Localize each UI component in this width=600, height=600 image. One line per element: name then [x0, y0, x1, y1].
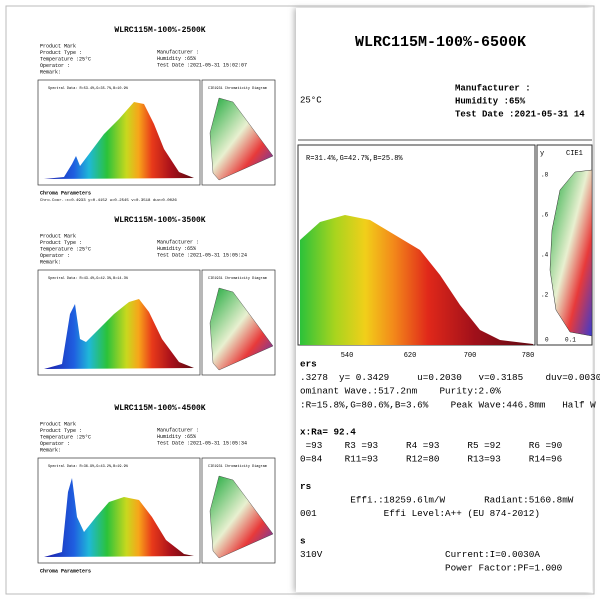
cie-axis: y	[540, 150, 544, 158]
header-right: Test Date :2021-05-31 15:02:07	[157, 62, 247, 68]
cie-label: CIE1	[566, 150, 583, 158]
cie-tick: 0	[545, 337, 549, 344]
cie-label: CIE1931 Chromaticity Diagram	[208, 86, 267, 91]
header-right: Humidity :65%	[455, 96, 526, 106]
plot-label: Spectral Data: R=43.4%,G=42.3%,B=14.3%	[48, 276, 129, 281]
header-left: Remark:	[40, 69, 61, 75]
cie-frame	[201, 269, 276, 376]
header-left: Remark:	[40, 447, 61, 453]
param-line: 001 Effi Level:A++ (EU 874-2012)	[300, 508, 540, 519]
header-right: Manufacturer :	[157, 49, 199, 55]
header-right: Test Date :2021-05-31 14	[455, 109, 585, 119]
footer: Chroma Parameters	[40, 190, 91, 196]
x-tick-label: 620	[404, 352, 417, 360]
header-right: Humidity :65%	[157, 434, 196, 440]
cie-diagram	[209, 97, 274, 181]
large-title: WLRC115M-100%-6500K	[355, 34, 526, 51]
header-right: Manufacturer :	[455, 83, 531, 93]
header-left: 25°C	[300, 95, 322, 105]
x-tick-label: 540	[341, 352, 354, 360]
cie-tick: .2	[541, 292, 549, 299]
cie-diagram	[549, 169, 593, 337]
header-right: Humidity :65%	[157, 56, 196, 62]
param-line: Effi.:18259.6lm/W Radiant:5160.8mW	[300, 494, 574, 505]
spectrum	[44, 299, 194, 369]
x-tick-label: 700	[464, 352, 477, 360]
param-line: s	[300, 535, 306, 546]
param-line: 310V Current:I=0.0030A	[300, 549, 540, 560]
spectrum	[44, 102, 194, 179]
cie-tick: 0.1	[565, 337, 576, 344]
report-title: WLRC115M-100%-3500K	[114, 216, 205, 225]
plot-frame	[37, 457, 201, 564]
spectrum	[44, 478, 194, 557]
header-left: Product Type :	[40, 50, 82, 56]
header-right: Manufacturer :	[157, 239, 199, 245]
footer: Chro.Coor.:x=0.4933 y=0.4152 u=0.2545 v=…	[40, 198, 177, 203]
header-left: Product Mark	[40, 421, 76, 427]
header-right: Test Date :2021-05-31 15:05:24	[157, 252, 247, 258]
header-left: Product Mark	[40, 43, 76, 49]
param-line: Power Factor:PF=1.000	[300, 562, 562, 573]
param-line: x:Ra= 92.4	[300, 426, 356, 437]
cie-tick: .4	[541, 252, 549, 259]
cie-diagram	[209, 475, 274, 559]
cie-diagram	[209, 287, 274, 371]
header-left: Operator :	[40, 63, 70, 69]
cie-frame	[201, 457, 276, 564]
header-left: Product Type :	[40, 240, 82, 246]
cie-label: CIE1931 Chromaticity Diagram	[208, 464, 267, 469]
param-line: rs	[300, 481, 312, 492]
header-left: Operator :	[40, 441, 70, 447]
plot-frame	[37, 79, 201, 186]
param-line: 0=84 R11=93 R12=80 R13=93 R14=96	[300, 454, 562, 465]
param-line: ers	[300, 358, 317, 369]
report-title: WLRC115M-100%-2500K	[114, 26, 205, 35]
param-line: :R=15.8%,G=80.6%,B=3.6% Peak Wave:446.8m…	[300, 399, 596, 410]
header-left: Temperature :25°C	[40, 246, 91, 252]
cie-tick: .6	[541, 212, 549, 219]
header-left: Temperature :25°C	[40, 434, 91, 440]
spectrum	[300, 215, 533, 345]
param-line: ominant Wave.:517.2nm Purity:2.0%	[300, 386, 501, 397]
header-right: Humidity :65%	[157, 246, 196, 252]
plot-frame	[37, 269, 201, 376]
param-line: =93 R3 =93 R4 =93 R5 =92 R6 =90	[300, 440, 562, 451]
report-title: WLRC115M-100%-4500K	[114, 404, 205, 413]
plot-label: R=31.4%,G=42.7%,B=25.8%	[306, 155, 403, 163]
cie-tick: .8	[541, 172, 549, 179]
footer: Chroma Parameters	[40, 568, 91, 574]
cie-label: CIE1931 Chromaticity Diagram	[208, 276, 267, 281]
header-right: Test Date :2021-05-31 15:05:34	[157, 440, 247, 446]
header-left: Temperature :25°C	[40, 56, 91, 62]
cie-frame	[201, 79, 276, 186]
param-line: .3278 y= 0.3429 u=0.2030 v=0.3185 duv=0.…	[300, 372, 600, 383]
x-tick-label: 780	[522, 352, 535, 360]
plot-label: Spectral Data: R=53.4%,G=35.7%,B=10.9%	[48, 86, 129, 91]
header-left: Product Mark	[40, 233, 76, 239]
plot-label: Spectral Data: R=36.9%,G=43.2%,B=19.9%	[48, 464, 129, 469]
header-left: Remark:	[40, 259, 61, 265]
header-right: Manufacturer :	[157, 427, 199, 433]
header-left: Product Type :	[40, 428, 82, 434]
header-left: Operator :	[40, 253, 70, 259]
